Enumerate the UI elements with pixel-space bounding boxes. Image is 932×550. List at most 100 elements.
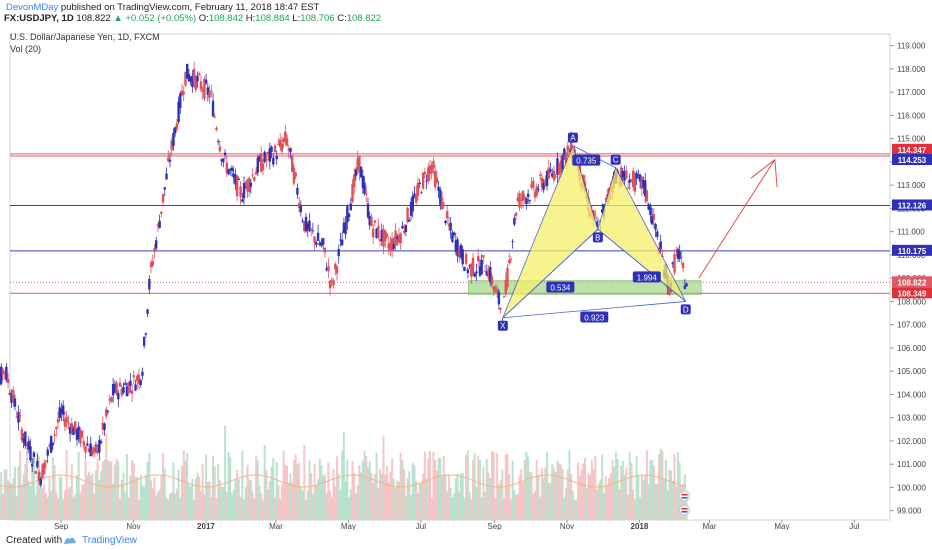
low-value: 108.706: [300, 13, 335, 24]
volume-bar: [292, 460, 295, 520]
candle-body: [323, 247, 327, 253]
volume-bar: [647, 483, 650, 520]
candle-body: [111, 383, 115, 396]
volume-bar: [7, 480, 10, 520]
volume-bar: [635, 455, 638, 520]
candle-body: [538, 174, 542, 176]
candle-body: [337, 248, 340, 257]
pattern-line-xb: [502, 229, 599, 318]
volume-bar: [310, 472, 313, 520]
candle-body: [521, 191, 525, 201]
volume-bar: [186, 452, 189, 520]
volume-bar: [69, 486, 72, 520]
candle-body: [263, 151, 266, 163]
economic-event-icon[interactable]: [679, 504, 690, 516]
candle-body: [154, 240, 158, 249]
candle-body: [516, 197, 520, 201]
candle-body: [123, 383, 127, 385]
candle-body: [509, 258, 513, 260]
candle-body: [268, 147, 272, 162]
author-link[interactable]: DevonMDay: [6, 2, 59, 13]
price-chart[interactable]: 119.000118.000117.000116.000115.000114.0…: [0, 26, 932, 530]
candle-body: [525, 198, 528, 205]
candle-body: [318, 242, 321, 246]
candle-body: [408, 219, 411, 222]
volume-bar: [191, 478, 194, 520]
candle-body: [208, 92, 211, 98]
volume-bar: [430, 498, 433, 520]
volume-bar: [614, 451, 617, 520]
volume-bar: [322, 475, 325, 520]
candle-body: [675, 250, 678, 252]
volume-bar: [127, 497, 130, 520]
candle-body: [420, 192, 423, 194]
candle-body: [41, 464, 44, 479]
candle-body: [275, 155, 278, 160]
candle-body: [115, 382, 118, 394]
candle-body: [108, 398, 111, 401]
last-price: 108.822: [76, 13, 111, 24]
candle-body: [375, 228, 378, 239]
candle-body: [215, 127, 218, 131]
candle-body: [246, 179, 249, 192]
economic-event-icon[interactable]: [679, 490, 690, 502]
candle-body: [354, 169, 358, 176]
candle-body: [70, 423, 74, 434]
x-tick-label: 2017: [197, 522, 215, 530]
volume-bar: [193, 499, 196, 520]
candle-body: [65, 416, 68, 423]
price-tag-label: 114.347: [898, 146, 927, 155]
volume-bar: [251, 491, 254, 520]
volume-bar: [365, 456, 368, 520]
candle-body: [642, 180, 645, 188]
volume-bar: [65, 450, 68, 520]
candle-body: [227, 169, 230, 175]
candle-body: [172, 132, 175, 147]
candle-body: [192, 68, 196, 83]
volume-bar: [26, 454, 29, 520]
candle-body: [378, 238, 382, 241]
published-text: published on TradingView.com, February 1…: [60, 2, 320, 13]
volume-bar: [546, 451, 549, 520]
volume-bar: [397, 481, 400, 520]
candle-body: [447, 224, 451, 227]
volume-bar: [337, 473, 340, 520]
candle-body: [654, 223, 657, 230]
volume-bar: [215, 498, 218, 520]
volume-bar: [577, 462, 580, 520]
candle-body: [204, 79, 208, 84]
candle-body: [454, 240, 458, 252]
volume-bar: [62, 499, 65, 520]
volume-bar: [24, 463, 27, 520]
volume-bar: [678, 462, 681, 520]
candle-body: [425, 180, 428, 182]
volume-bar: [547, 482, 550, 520]
tradingview-brand[interactable]: TradingView: [82, 535, 138, 546]
candle-body: [428, 165, 432, 174]
candle-body: [385, 233, 389, 237]
change-value: ▲ +0.052 (+0.05%): [113, 13, 197, 24]
volume-bar: [482, 466, 485, 520]
volume-bar: [187, 483, 190, 520]
volume-bar: [320, 465, 323, 520]
volume-bar: [416, 493, 419, 520]
volume-bar: [218, 480, 221, 520]
candle-body: [37, 471, 41, 482]
volume-bar: [509, 499, 512, 520]
candle-body: [55, 427, 58, 430]
volume-bar: [391, 458, 394, 520]
volume-bar: [246, 464, 249, 520]
candle-body: [87, 448, 91, 453]
x-tick-label: May: [774, 522, 789, 530]
candle-body: [399, 233, 402, 244]
volume-bar: [446, 491, 449, 520]
candle-body: [106, 410, 110, 412]
candle-body: [416, 183, 420, 196]
volume-bar: [373, 474, 376, 520]
candle-body: [650, 215, 654, 225]
volume-bar: [640, 475, 643, 520]
candle-body: [411, 195, 414, 212]
candle-body: [60, 409, 63, 414]
chart-area[interactable]: 119.000118.000117.000116.000115.000114.0…: [0, 26, 932, 530]
volume-bar: [585, 488, 588, 520]
